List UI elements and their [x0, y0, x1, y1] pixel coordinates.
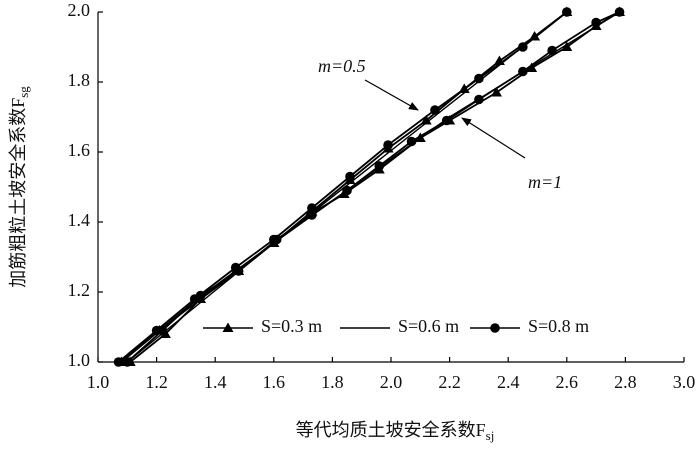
data-point — [271, 234, 282, 245]
y-tick-label: 2.0 — [68, 0, 91, 20]
x-axis-label: 等代均质土坡安全系数Fsj — [296, 420, 495, 443]
data-point — [547, 45, 557, 56]
legend-marker — [222, 322, 234, 332]
y-tick-label: 1.2 — [68, 280, 91, 300]
data-point — [113, 357, 124, 367]
data-point — [383, 140, 393, 150]
data-point — [345, 171, 355, 182]
data-point — [420, 115, 432, 125]
legend-label: S=0.6 m — [398, 316, 459, 336]
annotation: m=1 — [528, 172, 562, 192]
y-axis-label: 加筋粗粒土坡安全系数Fsg — [8, 86, 31, 288]
annotation-arrow — [364, 79, 419, 111]
data-point — [561, 41, 573, 51]
x-tick-label: 1.8 — [321, 372, 344, 392]
x-tick-label: 3.0 — [673, 372, 696, 392]
data-point — [526, 62, 538, 72]
data-point — [490, 87, 502, 97]
data-point — [307, 210, 317, 220]
x-tick-label: 2.6 — [556, 372, 579, 392]
data-point — [518, 66, 528, 77]
x-tick-label: 2.2 — [438, 372, 461, 392]
data-point — [430, 105, 440, 115]
annotation: m=0.5 — [318, 56, 366, 76]
data-point — [122, 357, 133, 367]
x-tick-label: 2.4 — [497, 372, 520, 392]
data-point — [529, 31, 541, 41]
data-point — [474, 94, 484, 105]
x-tick-label: 2.0 — [380, 372, 403, 392]
data-point — [342, 185, 352, 196]
y-tick-label: 1.0 — [68, 350, 91, 370]
x-tick-label: 1.0 — [87, 372, 110, 392]
data-point — [614, 7, 625, 17]
legend-marker — [490, 323, 500, 333]
data-point — [233, 266, 244, 276]
data-point — [441, 115, 452, 126]
data-point — [195, 290, 206, 301]
data-point — [591, 17, 601, 28]
series-line — [117, 11, 568, 363]
data-point — [406, 136, 417, 147]
x-tick-label: 1.2 — [145, 372, 168, 392]
data-point — [374, 161, 385, 171]
y-tick-label: 1.8 — [68, 70, 91, 90]
annotation-arrow — [461, 117, 526, 159]
x-tick-label: 1.4 — [204, 372, 227, 392]
y-tick-label: 1.4 — [68, 210, 91, 230]
x-tick-label: 2.8 — [614, 372, 637, 392]
x-tick-label: 1.6 — [263, 372, 286, 392]
legend-label: S=0.3 m — [261, 316, 322, 336]
data-point — [518, 42, 528, 52]
data-point — [157, 325, 168, 336]
y-tick-label: 1.6 — [68, 140, 91, 160]
data-point — [307, 203, 317, 213]
data-point — [562, 7, 572, 17]
data-point — [474, 73, 484, 84]
legend-box — [192, 312, 680, 344]
legend-label: S=0.8 m — [528, 316, 589, 336]
